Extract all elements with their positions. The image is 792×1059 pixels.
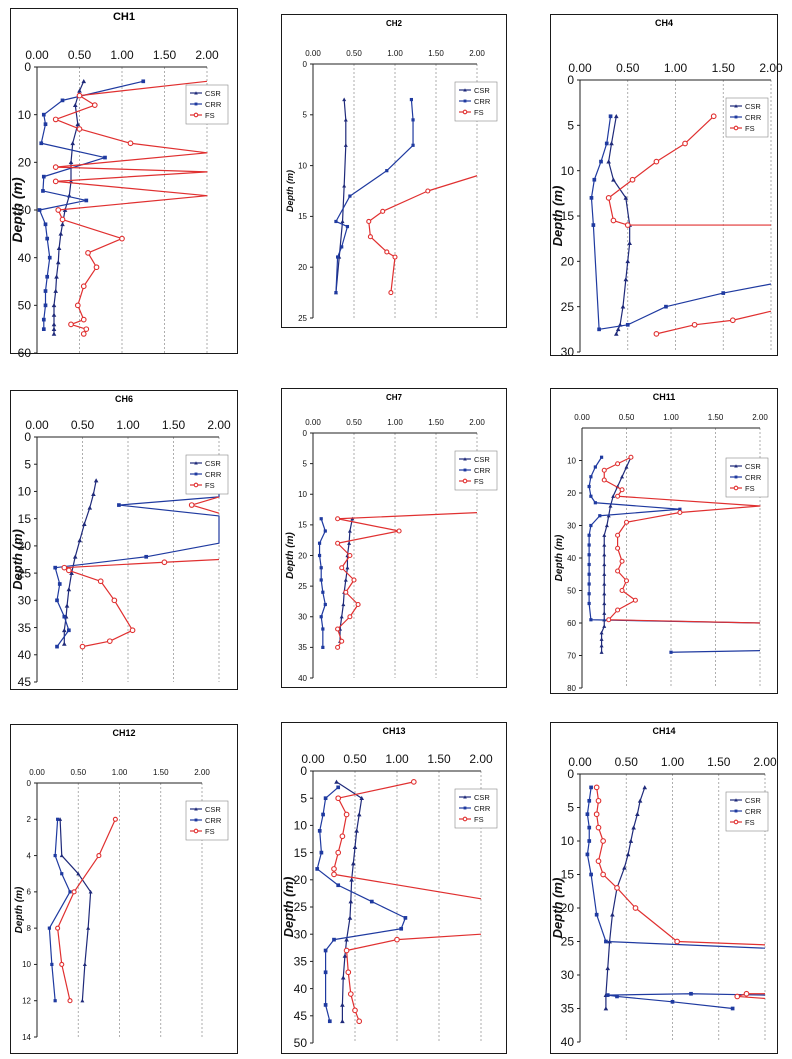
chart-panel-ch2 bbox=[281, 14, 507, 328]
chart-panel-ch1 bbox=[10, 8, 238, 354]
chart-panel-ch12 bbox=[10, 724, 238, 1054]
chart-panel-ch7 bbox=[281, 388, 507, 688]
chart-panel-ch13 bbox=[281, 722, 507, 1054]
chart-panel-ch11 bbox=[550, 388, 778, 694]
chart-panel-ch14 bbox=[550, 722, 778, 1054]
chart-panel-ch4 bbox=[550, 14, 778, 356]
chart-panel-ch6 bbox=[10, 390, 238, 690]
